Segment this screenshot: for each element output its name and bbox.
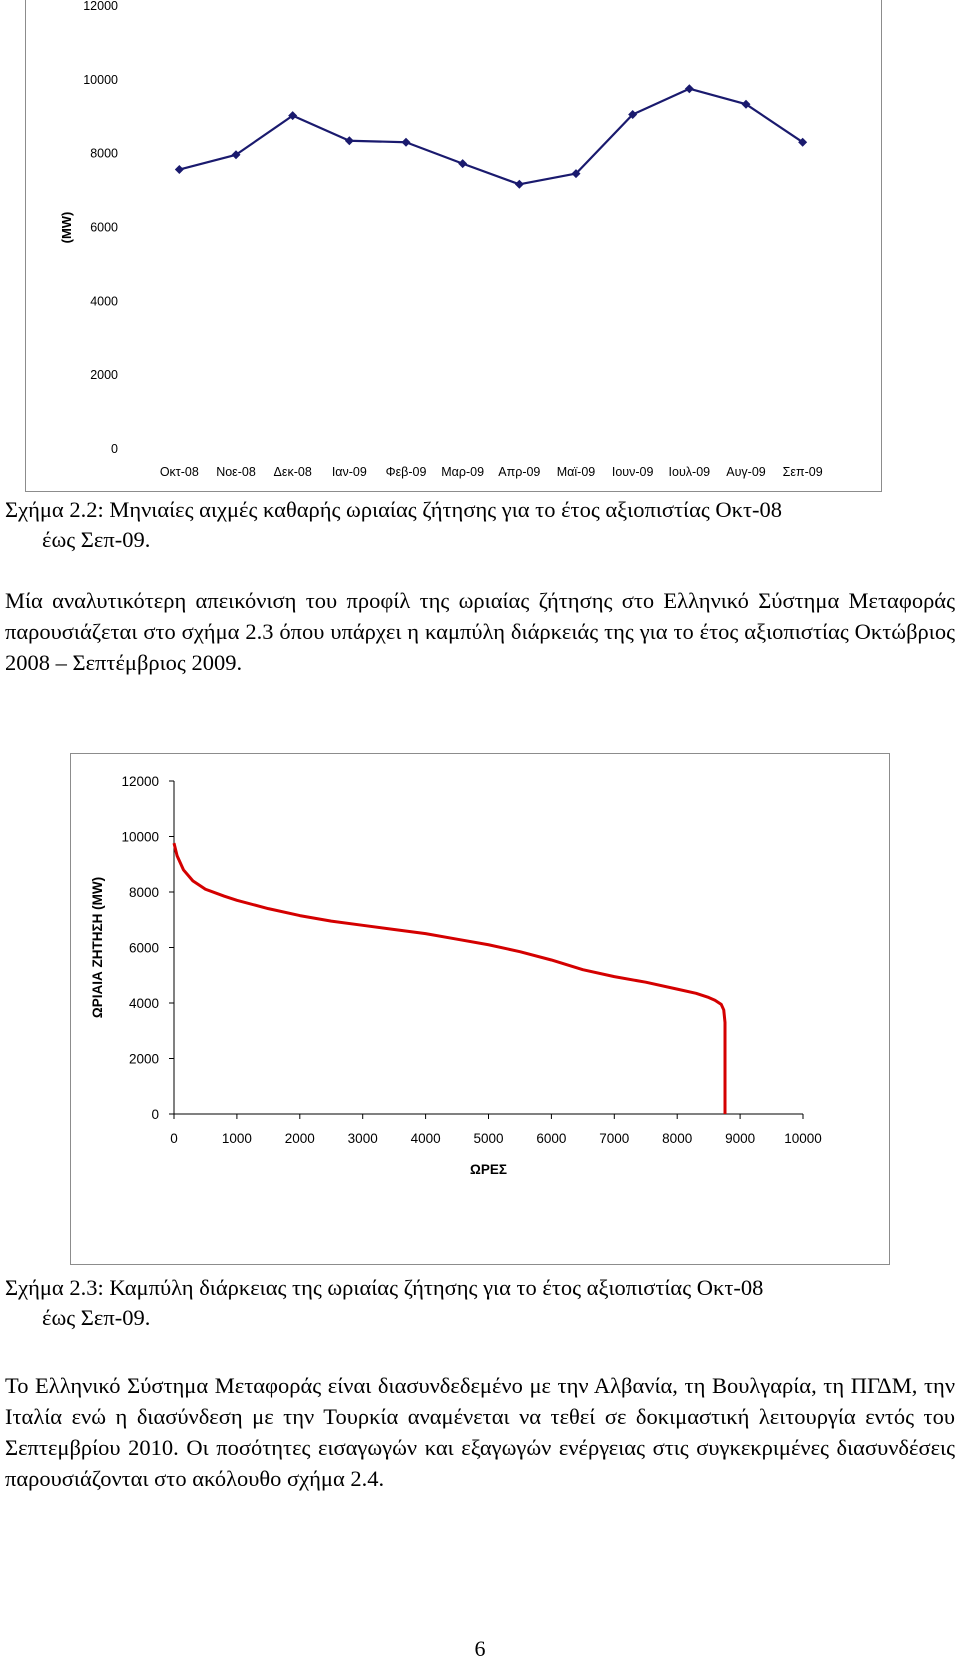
duration-curve-line [172,842,727,1114]
data-point [628,110,638,120]
figure-2-2-caption-line2: έως Σεπ-09. [42,527,151,552]
x-tick-label: Φεβ-09 [386,465,427,479]
y-axis-label: ΩΡΙΑΙΑ ΖΗΤΗΣΗ (MW) [90,877,105,1018]
data-point [741,99,751,109]
figure-2-3-caption: Σχήμα 2.3: Καμπύλη διάρκειας της ωριαίας… [5,1273,955,1333]
x-tick-label: 5000 [473,1131,503,1146]
duration-curve-chart: 0 2000 4000 6000 8000 10000 12000 0 1000 2000 3000… [70,753,890,1265]
y-tick-label: 4000 [129,996,159,1011]
x-tick-label: Σεπ-09 [783,465,823,479]
x-tick-label: Νοε-08 [216,465,256,479]
x-tick-label: 4000 [411,1131,441,1146]
data-point [684,84,694,94]
monthly-peak-chart: 0 2000 4000 6000 8000 10000 12000 (MW) Οκτ-08 Νοε… [25,0,882,492]
data-point [798,137,808,147]
y-tick-label: 10000 [83,73,118,87]
data-point [231,150,241,160]
figure-2-2-caption: Σχήμα 2.2: Μηνιαίες αιχμές καθαρής ωριαί… [5,495,955,555]
x-tick-label: Αυγ-09 [726,465,766,479]
y-tick-label: 0 [111,442,118,456]
x-tick-label: Οκτ-08 [160,465,199,479]
figure-2-3-caption-line1: Σχήμα 2.3: Καμπύλη διάρκειας της ωριαίας… [5,1275,764,1300]
data-point [288,111,298,121]
y-tick-label: 12000 [83,0,118,13]
x-axis-label: ΩΡΕΣ [470,1162,507,1177]
data-point [344,136,354,146]
x-tick-label: 10000 [784,1131,822,1146]
x-tick-label: 6000 [536,1131,566,1146]
x-tick-label: 8000 [662,1131,692,1146]
paragraph-1: Μία αναλυτικότερη απεικόνιση του προφίλ … [5,588,955,675]
x-tick-label: Μαϊ-09 [557,465,596,479]
paragraph-2: Το Ελληνικό Σύστημα Μεταφοράς είναι διασ… [5,1373,955,1491]
y-tick-label: 2000 [90,368,118,382]
y-tick-label: 8000 [129,885,159,900]
y-tick-label: 8000 [90,147,118,161]
x-tick-label: Ιαν-09 [332,465,367,479]
y-tick-label: 10000 [121,830,159,845]
y-tick-label: 4000 [90,294,118,308]
y-tick-label: 2000 [129,1052,159,1067]
data-point [401,137,411,147]
series-line [179,87,804,186]
y-axis-label: (MW) [59,212,74,244]
page-number: 6 [474,1636,486,1661]
x-tick-label: 3000 [348,1131,378,1146]
x-tick-label: 1000 [222,1131,252,1146]
duration-curve-svg: 0 2000 4000 6000 8000 10000 12000 0 1000 2000 3000… [90,774,822,1177]
x-tick-label: Ιουλ-09 [669,465,711,479]
y-tick-label: 6000 [129,941,159,956]
y-tick-label: 0 [151,1107,159,1122]
x-tick-label: 9000 [725,1131,755,1146]
y-tick-label: 12000 [121,774,159,789]
x-tick-label: Δεκ-08 [274,465,312,479]
x-tick-label: Μαρ-09 [441,465,484,479]
figure-2-3-caption-line2: έως Σεπ-09. [42,1305,151,1330]
x-tick-label: 0 [170,1131,178,1146]
y-tick-label: 6000 [90,221,118,235]
monthly-peak-svg: 0 2000 4000 6000 8000 10000 12000 (MW) Οκτ-08 Νοε… [59,0,823,479]
x-tick-label: Απρ-09 [498,465,540,479]
figure-2-2-caption-line1: Σχήμα 2.2: Μηνιαίες αιχμές καθαρής ωριαί… [5,497,783,522]
x-tick-label: 2000 [285,1131,315,1146]
data-point [514,179,524,189]
data-point [571,169,581,179]
x-tick-label: 7000 [599,1131,629,1146]
data-point [174,165,184,175]
x-tick-label: Ιουν-09 [612,465,654,479]
data-point [458,159,468,169]
